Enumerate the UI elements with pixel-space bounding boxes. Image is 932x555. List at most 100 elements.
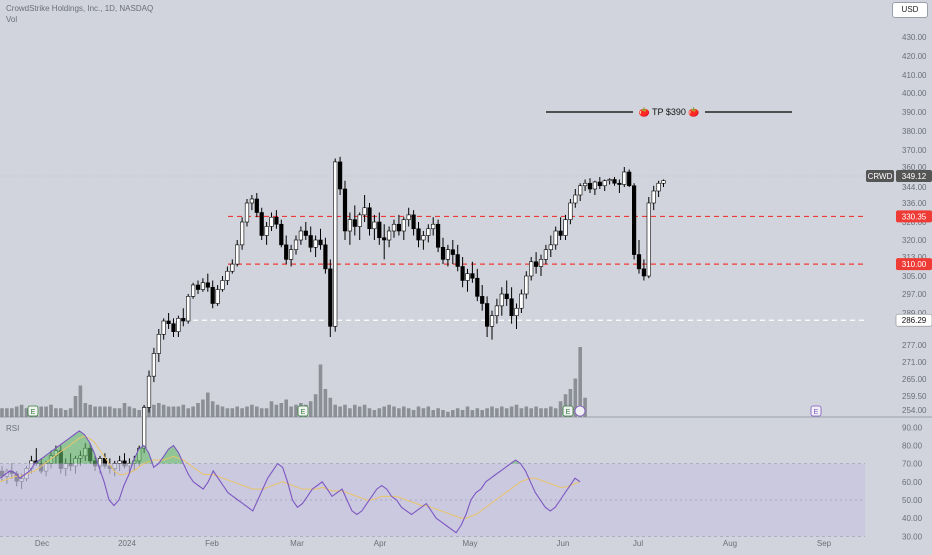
candle-body xyxy=(342,188,348,232)
volume-bar xyxy=(509,406,514,417)
candle-body xyxy=(435,223,441,248)
candle-body xyxy=(259,212,264,236)
volume-bar xyxy=(421,408,426,417)
volume-bar xyxy=(122,403,127,417)
time-tick-label: Feb xyxy=(205,539,219,548)
candle-body xyxy=(563,219,568,236)
volume-bar xyxy=(269,401,274,417)
candle-body xyxy=(553,230,558,246)
candle-body xyxy=(558,230,563,236)
time-tick-label: Dec xyxy=(35,539,49,548)
candle-body xyxy=(274,216,279,225)
candle-body xyxy=(337,161,343,190)
candle-body xyxy=(186,296,191,322)
volume-bar xyxy=(353,404,357,417)
rsi-line xyxy=(0,430,581,534)
volume-bar xyxy=(235,406,239,417)
volume-bar xyxy=(176,406,181,417)
symbol-tag-label: CRWD xyxy=(868,172,893,181)
volume-bar xyxy=(519,408,524,417)
volume-bar xyxy=(328,397,333,417)
candle-body xyxy=(328,268,333,327)
symbol-tag xyxy=(866,170,894,182)
candle-body xyxy=(362,207,367,216)
candle-body xyxy=(156,334,161,354)
volume-bar xyxy=(578,347,582,417)
volume-bar xyxy=(59,408,63,417)
price-tick-label: 305.00 xyxy=(902,272,927,281)
candle-body xyxy=(220,280,225,290)
volume-bar xyxy=(460,410,465,417)
price-tick-label: 254.00 xyxy=(902,406,927,415)
earnings-marker-label: E xyxy=(31,409,36,416)
candle-body xyxy=(411,214,416,230)
volume-bar xyxy=(63,410,68,417)
candle-body xyxy=(582,182,588,187)
candle-body xyxy=(240,221,245,246)
volume-bar xyxy=(245,406,249,417)
candle-body xyxy=(382,237,387,241)
volume-bar xyxy=(451,410,455,417)
time-axis[interactable]: Dec 2024 Feb Mar Apr May Jun Jul Aug Sep xyxy=(35,539,832,548)
price-tick-label: 390.00 xyxy=(902,108,927,117)
candle-body xyxy=(293,239,299,251)
candle-body xyxy=(323,244,328,270)
volume-bar xyxy=(441,410,445,417)
candle-body xyxy=(215,289,220,304)
volume-bar xyxy=(230,408,235,417)
rsi-legend[interactable]: RSI xyxy=(6,424,20,433)
time-tick-label: Jul xyxy=(633,539,643,548)
candle-body xyxy=(568,202,573,220)
price-tick-label: 277.00 xyxy=(902,341,927,350)
candle-body xyxy=(548,244,553,251)
tp-label: 🍅 TP $390 🍅 xyxy=(638,106,699,118)
symbol-legend[interactable]: CrowdStrike Holdings, Inc., 1D, NASDAQ xyxy=(6,4,154,13)
earnings-marker: E xyxy=(297,405,309,417)
candle-body xyxy=(288,249,294,260)
volume-bar xyxy=(5,408,9,417)
rsi-overbought-fill xyxy=(0,430,580,464)
volume-bar xyxy=(514,404,519,417)
candle-body xyxy=(244,202,250,223)
volume-bar xyxy=(196,403,200,417)
candle-body xyxy=(631,185,637,255)
price-tick-label: 259.50 xyxy=(902,392,927,401)
volume-bar xyxy=(357,406,362,417)
price-tick-label: 344.00 xyxy=(902,183,927,192)
volume-bar xyxy=(455,408,460,417)
volume-bar xyxy=(274,404,279,417)
volume-bar xyxy=(382,406,386,417)
candle-body xyxy=(455,254,460,267)
tp-annotation: 🍅 TP $390 🍅 xyxy=(546,106,792,118)
volume-bar xyxy=(387,404,391,417)
volume-bar xyxy=(73,396,78,417)
currency-button[interactable]: USD xyxy=(892,2,928,18)
time-tick-label: 2024 xyxy=(118,539,136,548)
volume-bar xyxy=(485,408,489,417)
earnings-marker-box xyxy=(297,405,309,417)
time-tick-label: Aug xyxy=(723,539,737,548)
candle-body xyxy=(519,293,524,309)
price-tick-label: 320.00 xyxy=(902,236,927,245)
price-tick-label: 400.00 xyxy=(902,89,927,98)
volume-bar xyxy=(524,406,529,417)
time-tick-label: Sep xyxy=(817,539,832,548)
price-axis[interactable]: 430.00 420.00 410.00 400.00 390.00 380.00 370.… xyxy=(866,33,932,541)
volume-bar xyxy=(289,406,293,417)
volume-bar xyxy=(181,404,186,417)
volume-bar xyxy=(426,406,431,417)
level-price-tag xyxy=(895,313,932,327)
level-price-tag xyxy=(896,210,932,223)
candle-body xyxy=(641,268,646,277)
price-tick-label: 328.00 xyxy=(902,218,927,227)
earnings-marker-box xyxy=(562,405,574,417)
volume-legend[interactable]: Vol xyxy=(6,15,18,24)
earnings-marker: E xyxy=(810,405,822,417)
volume-bar xyxy=(88,404,92,417)
dividend-icon xyxy=(574,405,586,417)
candle-body xyxy=(440,246,446,260)
time-tick-label: Jun xyxy=(557,539,570,548)
candle-body xyxy=(529,261,534,277)
